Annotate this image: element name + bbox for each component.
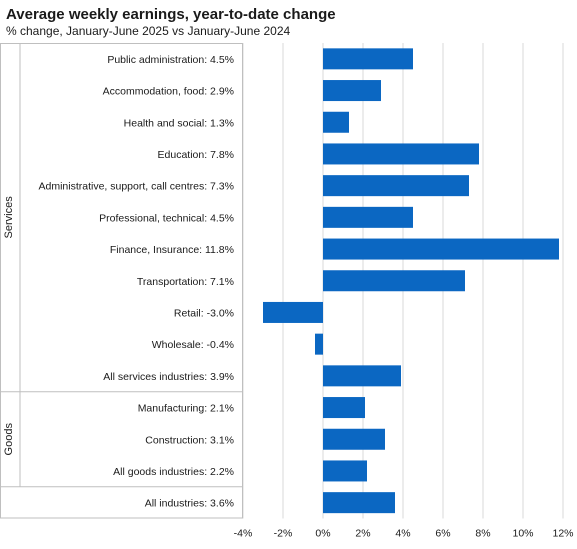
x-tick-label: 2% (355, 528, 370, 540)
category-label: Manufacturing: 2.1% (138, 403, 234, 415)
category-label: Wholesale: -0.4% (152, 339, 234, 351)
bar (323, 460, 367, 482)
category-label: Transportation: 7.1% (137, 276, 234, 288)
category-label: All goods industries: 2.2% (113, 466, 234, 478)
bar (323, 492, 395, 514)
x-tick-label: 6% (435, 528, 450, 540)
category-label: Retail: -3.0% (174, 307, 234, 319)
category-labels: Public administration: 4.5% Accommodation… (38, 54, 234, 510)
category-label: Administrative, support, call centres: 7… (38, 181, 234, 193)
group-labels: Services Goods (3, 196, 15, 456)
bar (315, 333, 323, 355)
bar (323, 270, 465, 292)
bar (323, 111, 349, 133)
category-label: Finance, Insurance: 11.8% (110, 244, 234, 256)
x-tick-label: -2% (274, 528, 293, 540)
x-tick-label: 12% (552, 528, 573, 540)
category-label: Education: 7.8% (158, 149, 234, 161)
bar (323, 80, 381, 102)
category-label: All services industries: 3.9% (103, 371, 234, 383)
group-label: Services (3, 196, 15, 239)
bar (323, 48, 413, 70)
bar (323, 206, 413, 228)
x-tick-label: 4% (395, 528, 410, 540)
x-axis-tick-labels: -4% -2% 0% 2% 4% 6% 8% 10% 12% (234, 528, 574, 540)
category-label: Accommodation, food: 2.9% (103, 86, 234, 98)
category-label: Health and social: 1.3% (124, 117, 234, 129)
x-tick-label: 10% (512, 528, 533, 540)
category-panel-frame (0, 43, 243, 519)
category-label: All industries: 3.6% (145, 498, 234, 510)
category-label: Public administration: 4.5% (107, 54, 234, 66)
x-tick-label: -4% (234, 528, 253, 540)
group-label: Goods (3, 423, 15, 456)
bar (323, 428, 385, 450)
bar (323, 397, 365, 419)
category-label: Professional, technical: 4.5% (99, 212, 234, 224)
bar (323, 238, 559, 260)
x-tick-label: 8% (475, 528, 490, 540)
bar (323, 175, 469, 197)
bar (323, 143, 479, 165)
bars (263, 48, 559, 514)
x-tick-label: 0% (315, 528, 330, 540)
chart-subtitle: % change, January-June 2025 vs January-J… (6, 24, 291, 38)
chart-title: Average weekly earnings, year-to-date ch… (6, 6, 336, 23)
category-label: Construction: 3.1% (145, 434, 234, 446)
bar (263, 301, 323, 323)
bar (323, 365, 401, 387)
